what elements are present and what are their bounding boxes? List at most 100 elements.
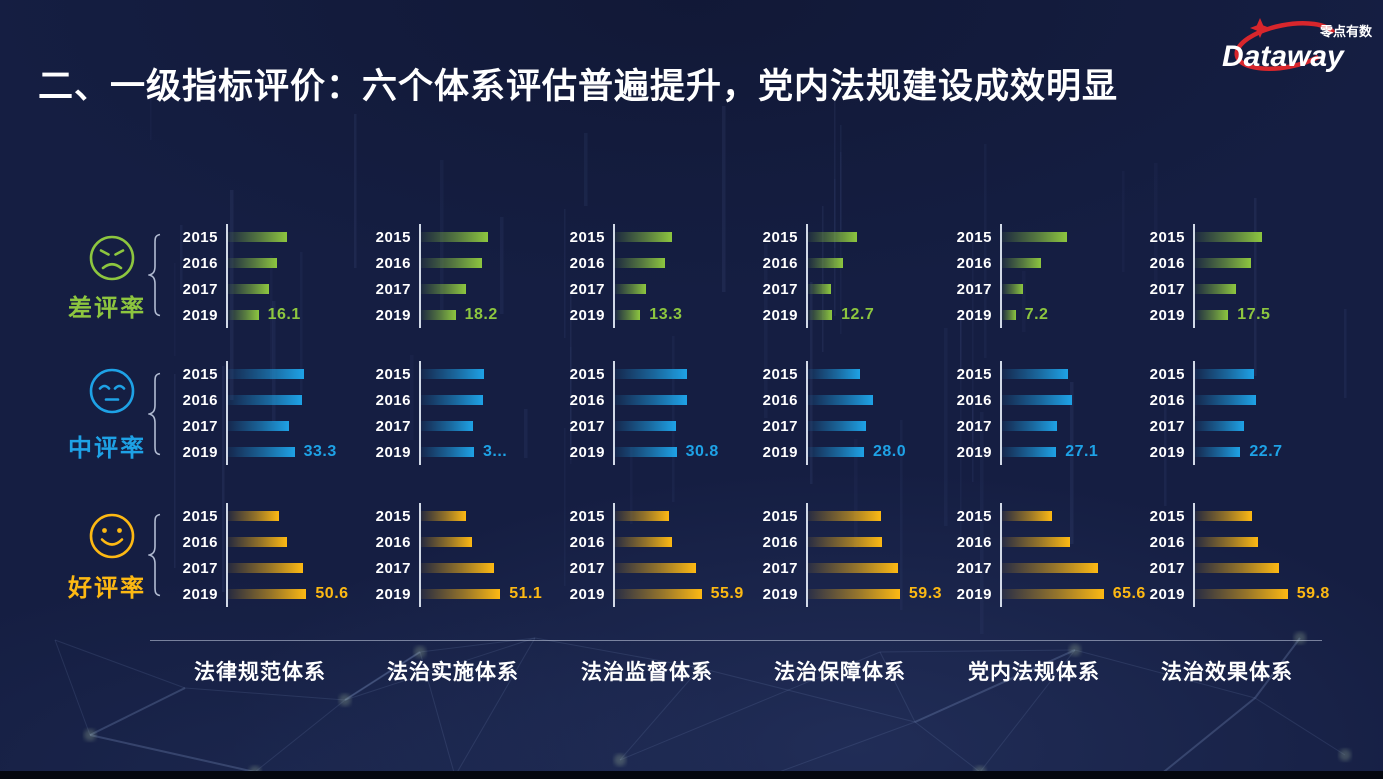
- value-bar: [1002, 511, 1052, 521]
- year-label: 2016: [569, 254, 605, 272]
- bar-row: 2016: [183, 250, 398, 276]
- bar-row: 2016: [957, 250, 1172, 276]
- group-bracket: [147, 372, 162, 461]
- chart-中评率-法治实施体系: 2015 2016 2017 2019 3...: [376, 361, 591, 465]
- value-bar: [808, 589, 900, 599]
- bar-row: 2015: [1150, 503, 1365, 529]
- value-bar: [228, 369, 304, 379]
- year-label: 2015: [956, 228, 992, 246]
- year-label: 2015: [182, 228, 218, 246]
- value-bar: [1195, 258, 1251, 268]
- bar-row: 2016: [183, 387, 398, 413]
- value-bar: [1195, 589, 1288, 599]
- chart-差评率-法治监督体系: 2015 2016 2017 2019 13.3: [570, 224, 785, 328]
- year-label: 2015: [569, 507, 605, 525]
- year-label: 2016: [956, 391, 992, 409]
- year-label: 2017: [569, 417, 605, 435]
- bar-row: 2019 51.1: [376, 581, 591, 607]
- value-bar: [1195, 537, 1258, 547]
- value-bar: [421, 421, 473, 431]
- value-bar: [615, 395, 687, 405]
- category-label: 法治效果体系: [1161, 661, 1293, 684]
- year-label: 2019: [1149, 585, 1185, 603]
- logo-star-icon: [1250, 18, 1270, 38]
- year-label: 2019: [182, 585, 218, 603]
- value-bar: [615, 589, 702, 599]
- bar-row: 2015: [570, 224, 785, 250]
- data-label-2019: 28.0: [873, 443, 907, 460]
- chart-差评率-法治保障体系: 2015 2016 2017 2019 12.7: [763, 224, 978, 328]
- bar-row: 2016: [957, 387, 1172, 413]
- bar-row: 2019 16.1: [183, 302, 398, 328]
- value-bar: [1002, 310, 1016, 320]
- year-label: 2015: [375, 365, 411, 383]
- value-bar: [228, 258, 278, 268]
- value-bar: [228, 232, 287, 242]
- category-label: 法治实施体系: [387, 661, 519, 684]
- data-label-2019: 33.3: [303, 443, 337, 460]
- bar-row: 2019 27.1: [957, 439, 1172, 465]
- bar-row: 2016: [1150, 250, 1365, 276]
- value-bar: [421, 395, 483, 405]
- year-label: 2019: [762, 306, 798, 324]
- category-label: 法律规范体系: [194, 661, 326, 684]
- bar-row: 2016: [183, 529, 398, 555]
- bar-row: 2016: [957, 529, 1172, 555]
- chart-中评率-法律规范体系: 2015 2016 2017 2019 33.3: [183, 361, 398, 465]
- value-bar: [808, 258, 844, 268]
- value-bar: [228, 421, 289, 431]
- bar-row: 2017: [1150, 276, 1365, 302]
- bar-row: 2019 65.6: [957, 581, 1172, 607]
- bar-row: 2017: [570, 413, 785, 439]
- year-label: 2017: [182, 559, 218, 577]
- data-label-2019: 7.2: [1024, 306, 1049, 323]
- year-label: 2016: [1149, 391, 1185, 409]
- bar-row: 2015: [376, 224, 591, 250]
- bar-row: 2015: [570, 503, 785, 529]
- value-bar: [1195, 563, 1279, 573]
- rating-group-label: 中评率: [68, 435, 146, 462]
- bar-row: 2015: [183, 503, 398, 529]
- data-label-2019: 16.1: [267, 306, 301, 323]
- bar-row: 2017: [570, 555, 785, 581]
- value-bar: [1002, 563, 1099, 573]
- group-bracket: [147, 233, 162, 322]
- chart-好评率-法治实施体系: 2015 2016 2017 2019 51.1: [376, 503, 591, 607]
- year-label: 2016: [182, 391, 218, 409]
- value-bar: [1195, 284, 1236, 294]
- value-bar: [1002, 447, 1057, 457]
- value-bar: [421, 537, 473, 547]
- logo-tagline-text: 零点有数: [1319, 24, 1373, 39]
- bar-row: 2016: [763, 529, 978, 555]
- group-bracket: [147, 513, 162, 602]
- value-bar: [421, 258, 482, 268]
- value-bar: [1195, 310, 1229, 320]
- value-bar: [808, 447, 864, 457]
- bar-row: 2015: [183, 361, 398, 387]
- year-label: 2017: [1149, 559, 1185, 577]
- data-label-2019: 3...: [483, 443, 508, 460]
- year-label: 2017: [762, 559, 798, 577]
- value-bar: [615, 369, 687, 379]
- bar-row: 2019 17.5: [1150, 302, 1365, 328]
- bar-row: 2019 28.0: [763, 439, 978, 465]
- data-label-2019: 22.7: [1249, 443, 1283, 460]
- chart-中评率-法治监督体系: 2015 2016 2017 2019 30.8: [570, 361, 785, 465]
- value-bar: [1002, 421, 1057, 431]
- bar-row: 2016: [376, 250, 591, 276]
- value-bar: [615, 447, 677, 457]
- bar-row: 2015: [957, 224, 1172, 250]
- bar-row: 2017: [376, 276, 591, 302]
- year-label: 2016: [182, 533, 218, 551]
- chart-中评率-法治效果体系: 2015 2016 2017 2019 22.7: [1150, 361, 1365, 465]
- bar-row: 2017: [376, 555, 591, 581]
- year-label: 2016: [375, 533, 411, 551]
- data-label-2019: 30.8: [685, 443, 719, 460]
- chart-中评率-法治保障体系: 2015 2016 2017 2019 28.0: [763, 361, 978, 465]
- value-bar: [421, 310, 456, 320]
- value-bar: [421, 369, 484, 379]
- category-label: 党内法规体系: [968, 661, 1100, 684]
- year-label: 2017: [1149, 417, 1185, 435]
- bar-row: 2015: [1150, 361, 1365, 387]
